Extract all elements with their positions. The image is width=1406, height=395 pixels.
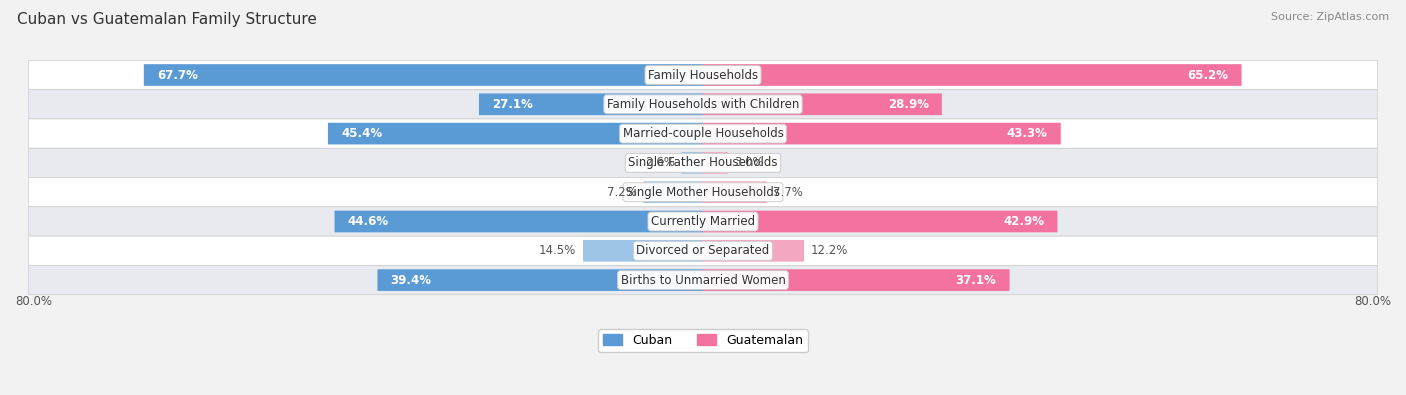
Text: 45.4%: 45.4% xyxy=(342,127,382,140)
Text: Family Households: Family Households xyxy=(648,68,758,81)
Text: 80.0%: 80.0% xyxy=(15,295,52,308)
Text: 65.2%: 65.2% xyxy=(1188,68,1229,81)
FancyBboxPatch shape xyxy=(583,240,703,261)
FancyBboxPatch shape xyxy=(703,94,942,115)
FancyBboxPatch shape xyxy=(28,90,1378,119)
FancyBboxPatch shape xyxy=(703,181,766,203)
Text: 14.5%: 14.5% xyxy=(538,244,576,257)
Text: Source: ZipAtlas.com: Source: ZipAtlas.com xyxy=(1271,12,1389,22)
Text: 67.7%: 67.7% xyxy=(157,68,198,81)
Text: 27.1%: 27.1% xyxy=(492,98,533,111)
Text: Currently Married: Currently Married xyxy=(651,215,755,228)
Text: 2.6%: 2.6% xyxy=(645,156,675,169)
FancyBboxPatch shape xyxy=(28,60,1378,90)
Text: 39.4%: 39.4% xyxy=(391,274,432,287)
FancyBboxPatch shape xyxy=(28,236,1378,265)
Text: 44.6%: 44.6% xyxy=(347,215,389,228)
FancyBboxPatch shape xyxy=(682,152,703,174)
Text: 42.9%: 42.9% xyxy=(1004,215,1045,228)
Text: Cuban vs Guatemalan Family Structure: Cuban vs Guatemalan Family Structure xyxy=(17,12,316,27)
Text: 12.2%: 12.2% xyxy=(811,244,848,257)
FancyBboxPatch shape xyxy=(479,94,703,115)
FancyBboxPatch shape xyxy=(703,152,728,174)
Text: 80.0%: 80.0% xyxy=(1354,295,1391,308)
Text: 43.3%: 43.3% xyxy=(1007,127,1047,140)
FancyBboxPatch shape xyxy=(28,119,1378,148)
FancyBboxPatch shape xyxy=(335,211,703,232)
FancyBboxPatch shape xyxy=(28,178,1378,207)
Text: 28.9%: 28.9% xyxy=(887,98,929,111)
Text: Single Mother Households: Single Mother Households xyxy=(626,186,780,199)
Text: Births to Unmarried Women: Births to Unmarried Women xyxy=(620,274,786,287)
Text: Divorced or Separated: Divorced or Separated xyxy=(637,244,769,257)
FancyBboxPatch shape xyxy=(703,211,1057,232)
Text: Married-couple Households: Married-couple Households xyxy=(623,127,783,140)
FancyBboxPatch shape xyxy=(143,64,703,86)
FancyBboxPatch shape xyxy=(703,123,1060,145)
FancyBboxPatch shape xyxy=(28,265,1378,295)
FancyBboxPatch shape xyxy=(328,123,703,145)
FancyBboxPatch shape xyxy=(703,269,1010,291)
Text: Family Households with Children: Family Households with Children xyxy=(607,98,799,111)
Text: 7.7%: 7.7% xyxy=(773,186,803,199)
Text: Single Father Households: Single Father Households xyxy=(628,156,778,169)
FancyBboxPatch shape xyxy=(703,240,804,261)
FancyBboxPatch shape xyxy=(644,181,703,203)
Legend: Cuban, Guatemalan: Cuban, Guatemalan xyxy=(598,329,808,352)
FancyBboxPatch shape xyxy=(28,148,1378,178)
FancyBboxPatch shape xyxy=(377,269,703,291)
Text: 3.0%: 3.0% xyxy=(735,156,765,169)
FancyBboxPatch shape xyxy=(703,64,1241,86)
Text: 37.1%: 37.1% xyxy=(956,274,997,287)
FancyBboxPatch shape xyxy=(28,207,1378,236)
Text: 7.2%: 7.2% xyxy=(607,186,637,199)
